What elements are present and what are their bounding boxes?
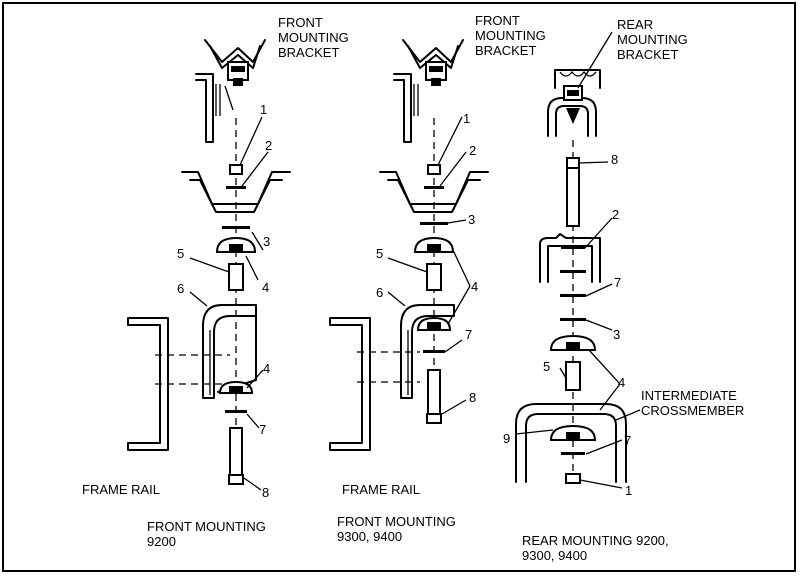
frame-rail-2 (329, 317, 371, 451)
svg-text:REAR: REAR (617, 17, 653, 32)
nut-1c (565, 473, 581, 484)
spacer-5 (228, 263, 244, 291)
washer-7 (225, 410, 247, 413)
label-rear-bracket: REAR MOUNTING BRACKET (617, 17, 688, 62)
callout: 5 (376, 246, 383, 261)
frame-rail-1 (127, 317, 169, 451)
callout: 5 (177, 246, 184, 261)
svg-text:REAR MOUNTING 9200,: REAR MOUNTING 9200, (522, 533, 669, 548)
caption-panel-3: REAR MOUNTING 9200, 9300, 9400 (522, 533, 669, 563)
front-bracket-1-drawing (195, 39, 266, 143)
svg-text:9300, 9400: 9300, 9400 (522, 548, 587, 563)
cab-floor-channel (181, 171, 291, 205)
callout: 4 (618, 375, 625, 390)
spacer-5b (426, 263, 442, 291)
callout: 2 (612, 207, 619, 222)
rear-bracket-drawing (547, 69, 601, 137)
svg-text:MOUNTING: MOUNTING (278, 30, 349, 45)
callout: 5 (543, 359, 550, 374)
callout: 7 (624, 433, 631, 448)
washer-7b (423, 350, 445, 353)
svg-text:INTERMEDIATE: INTERMEDIATE (641, 388, 737, 403)
front-bracket-2-drawing (393, 39, 464, 143)
svg-text:FRONT: FRONT (278, 15, 323, 30)
washer-2c (561, 246, 585, 249)
bolt-8b (427, 369, 441, 419)
frame-bracket-6b (400, 304, 455, 399)
callout: 1 (260, 102, 267, 117)
svg-text:CROSSMEMBER: CROSSMEMBER (641, 403, 744, 418)
svg-text:9200: 9200 (147, 534, 176, 549)
callout: 4 (263, 361, 270, 376)
svg-text:FRONT MOUNTING: FRONT MOUNTING (337, 514, 456, 529)
callout: 7 (614, 275, 621, 290)
callout: 9 (503, 431, 510, 446)
nut-1 (229, 164, 243, 175)
washer-2b (424, 186, 444, 189)
nut-1b (427, 164, 441, 175)
callout: 3 (468, 212, 475, 227)
shim-3 (222, 226, 250, 229)
callout: 3 (263, 234, 270, 249)
panel-rear (515, 31, 641, 489)
callout: 6 (177, 281, 184, 296)
spacer-5c (565, 361, 581, 391)
svg-text:FRONT: FRONT (475, 13, 520, 28)
svg-text:MOUNTING: MOUNTING (475, 28, 546, 43)
callout: 6 (376, 285, 383, 300)
callout: 8 (611, 152, 618, 167)
label-frame-rail-1: FRAME RAIL (82, 482, 160, 497)
callouts-panel-1: 1 2 3 4 5 6 4 7 8 (177, 102, 272, 500)
callout: 3 (613, 327, 620, 342)
callout: 4 (262, 280, 269, 295)
callouts-panel-2: 1 2 3 5 4 6 7 8 (376, 111, 478, 405)
bolt-8 (229, 427, 243, 479)
caption-panel-1: FRONT MOUNTING 9200 (147, 519, 266, 549)
washer-7d (561, 452, 585, 455)
svg-text:BRACKET: BRACKET (278, 45, 339, 60)
shim-3c (560, 318, 586, 321)
callout: 8 (262, 485, 269, 500)
callouts-panel-3: 8 2 7 3 5 4 9 7 1 (503, 152, 632, 498)
svg-text:FRONT MOUNTING: FRONT MOUNTING (147, 519, 266, 534)
bolt-8c (566, 167, 580, 227)
washer-2 (226, 186, 246, 189)
panel-front-9300 (329, 39, 489, 451)
callout: 7 (259, 422, 266, 437)
label-front-bracket-2: FRONT MOUNTING BRACKET (475, 13, 546, 58)
callout: 2 (265, 138, 272, 153)
callout: 1 (625, 483, 632, 498)
shim-3b (420, 222, 448, 225)
label-frame-rail-2: FRAME RAIL (342, 482, 420, 497)
callout: 1 (463, 111, 470, 126)
panel-front-9200 (127, 39, 291, 491)
cab-floor-section (539, 233, 601, 283)
label-front-bracket-1: FRONT MOUNTING BRACKET (278, 15, 349, 60)
svg-text:9300, 9400: 9300, 9400 (337, 529, 402, 544)
cab-floor-channel-2 (379, 171, 489, 205)
svg-text:MOUNTING: MOUNTING (617, 32, 688, 47)
label-intermediate-crossmember: INTERMEDIATE CROSSMEMBER (641, 388, 744, 418)
callout: 8 (469, 390, 476, 405)
washer-7c (560, 294, 586, 297)
callout: 2 (469, 143, 476, 158)
caption-panel-2: FRONT MOUNTING 9300, 9400 (337, 514, 456, 544)
svg-text:BRACKET: BRACKET (475, 43, 536, 58)
svg-text:BRACKET: BRACKET (617, 47, 678, 62)
bolt-head-8c (566, 157, 580, 169)
callout: 7 (465, 327, 472, 342)
callout: 4 (471, 279, 478, 294)
